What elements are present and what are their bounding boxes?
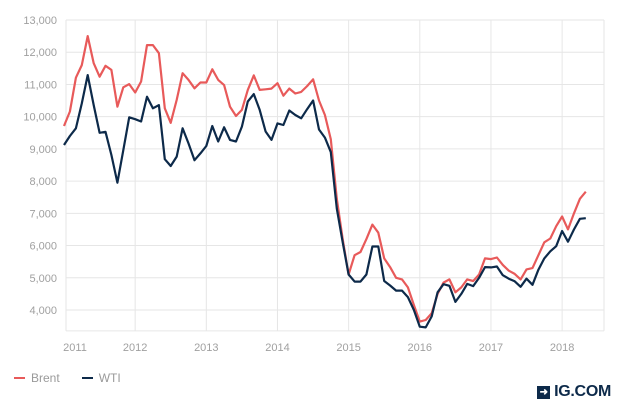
legend-item-wti: WTI	[81, 371, 121, 385]
wti-swatch	[81, 377, 93, 379]
x-tick-label: 2016	[408, 342, 432, 354]
y-tick-label: 13,000	[23, 15, 57, 27]
x-tick-label: 2015	[336, 342, 360, 354]
ig-logo: ➜ IG.COM	[537, 383, 611, 401]
y-tick-label: 4,000	[29, 305, 57, 317]
series-line-brent	[62, 34, 587, 323]
x-tick-label: 2017	[479, 342, 503, 354]
y-tick-label: 5,000	[29, 273, 57, 285]
x-tick-label: 2013	[194, 342, 218, 354]
x-tick-label: 2018	[550, 342, 574, 354]
logo-text: IG.COM	[554, 383, 611, 400]
y-tick-label: 7,000	[29, 208, 57, 220]
x-tick-label: 2014	[265, 342, 289, 354]
arrow-right-icon: ➜	[537, 385, 551, 399]
brent-swatch	[14, 377, 25, 379]
y-tick-label: 11,000	[24, 79, 57, 91]
y-tick-label: 10,000	[23, 112, 57, 124]
y-tick-label: 8,000	[29, 176, 57, 188]
x-tick-label: 2011	[63, 342, 87, 354]
legend-item-brent: Brent	[14, 371, 60, 385]
legend-label-wti: WTI	[98, 371, 121, 385]
y-tick-label: 12,000	[23, 47, 57, 59]
x-tick-label: 2012	[123, 342, 147, 354]
legend: Brent WTI	[14, 371, 121, 385]
y-tick-label: 6,000	[29, 241, 57, 253]
y-tick-label: 9,000	[29, 144, 57, 156]
series-line-wti	[63, 73, 586, 329]
legend-label-brent: Brent	[31, 371, 60, 385]
